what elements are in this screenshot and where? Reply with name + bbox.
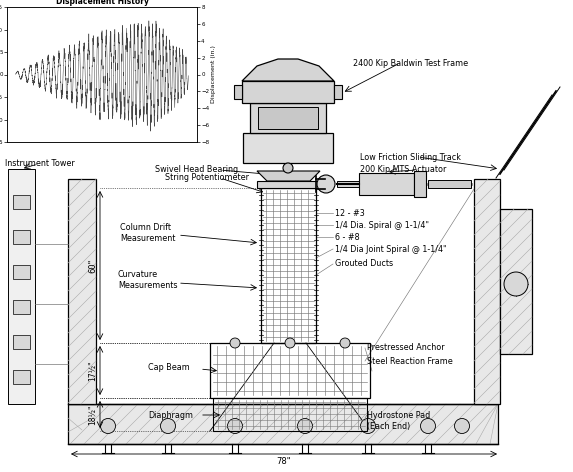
Bar <box>213 398 367 431</box>
Bar <box>359 173 414 195</box>
Bar <box>210 343 370 398</box>
Text: 200 Kip MTS Actuator: 200 Kip MTS Actuator <box>360 166 446 175</box>
Text: 78": 78" <box>277 457 291 466</box>
Bar <box>13 335 30 349</box>
Circle shape <box>285 338 295 348</box>
Bar <box>334 85 342 99</box>
Circle shape <box>504 272 528 296</box>
Bar <box>257 181 320 188</box>
Circle shape <box>100 419 116 433</box>
Bar <box>13 195 30 209</box>
Text: String Potentiometer: String Potentiometer <box>165 174 249 183</box>
Text: 17½": 17½" <box>88 361 97 381</box>
Circle shape <box>160 419 175 433</box>
Circle shape <box>317 175 335 193</box>
Circle shape <box>421 419 435 433</box>
Text: Cap Beam: Cap Beam <box>148 362 190 371</box>
Bar <box>428 180 471 188</box>
Bar <box>13 370 30 384</box>
Text: Low Friction Sliding Track: Low Friction Sliding Track <box>360 152 461 161</box>
Bar <box>234 85 242 99</box>
Bar <box>8 169 35 404</box>
Polygon shape <box>242 59 334 81</box>
Text: 12 - #3: 12 - #3 <box>335 209 365 218</box>
Bar <box>250 103 326 133</box>
Bar <box>261 188 316 343</box>
Text: Diaphragm: Diaphragm <box>148 411 193 420</box>
Text: 1/4 Dia. Spiral @ 1-1/4": 1/4 Dia. Spiral @ 1-1/4" <box>335 220 429 229</box>
Text: 2400 Kip Baldwin Test Frame: 2400 Kip Baldwin Test Frame <box>353 59 468 67</box>
Text: Prestressed Anchor: Prestressed Anchor <box>367 344 445 353</box>
Bar <box>258 107 318 129</box>
Text: 18½": 18½" <box>88 405 97 425</box>
Polygon shape <box>257 171 320 181</box>
Text: 1/4 Dia Joint Spiral @ 1-1/4": 1/4 Dia Joint Spiral @ 1-1/4" <box>335 244 446 253</box>
Title: Displacement History: Displacement History <box>56 0 148 6</box>
Circle shape <box>297 419 312 433</box>
Circle shape <box>230 338 240 348</box>
Bar <box>474 179 500 404</box>
Text: 6 - #8: 6 - #8 <box>335 233 360 242</box>
Bar <box>68 404 498 444</box>
Bar <box>243 133 333 163</box>
Circle shape <box>340 338 350 348</box>
Text: Grouted Ducts: Grouted Ducts <box>335 260 393 269</box>
Bar <box>500 209 532 354</box>
Circle shape <box>454 419 469 433</box>
Circle shape <box>360 419 375 433</box>
Y-axis label: Displacement (in.): Displacement (in.) <box>211 46 215 103</box>
Bar <box>13 265 30 279</box>
Circle shape <box>227 419 242 433</box>
Circle shape <box>283 163 293 173</box>
Text: Instrument Tower: Instrument Tower <box>5 160 74 169</box>
Text: Curvature
Measurements: Curvature Measurements <box>118 270 178 290</box>
Bar <box>337 181 359 187</box>
Text: Hydrostone Pad
(Each End): Hydrostone Pad (Each End) <box>367 411 430 430</box>
Bar <box>13 300 30 314</box>
Text: Swivel Head Bearing: Swivel Head Bearing <box>155 166 238 175</box>
Bar <box>242 81 334 103</box>
Text: 60": 60" <box>88 259 97 273</box>
Bar <box>414 171 426 197</box>
Bar <box>13 230 30 244</box>
Text: Column Drift
Measurement: Column Drift Measurement <box>120 223 175 243</box>
Bar <box>68 179 96 404</box>
Text: Steel Reaction Frame: Steel Reaction Frame <box>367 356 453 365</box>
